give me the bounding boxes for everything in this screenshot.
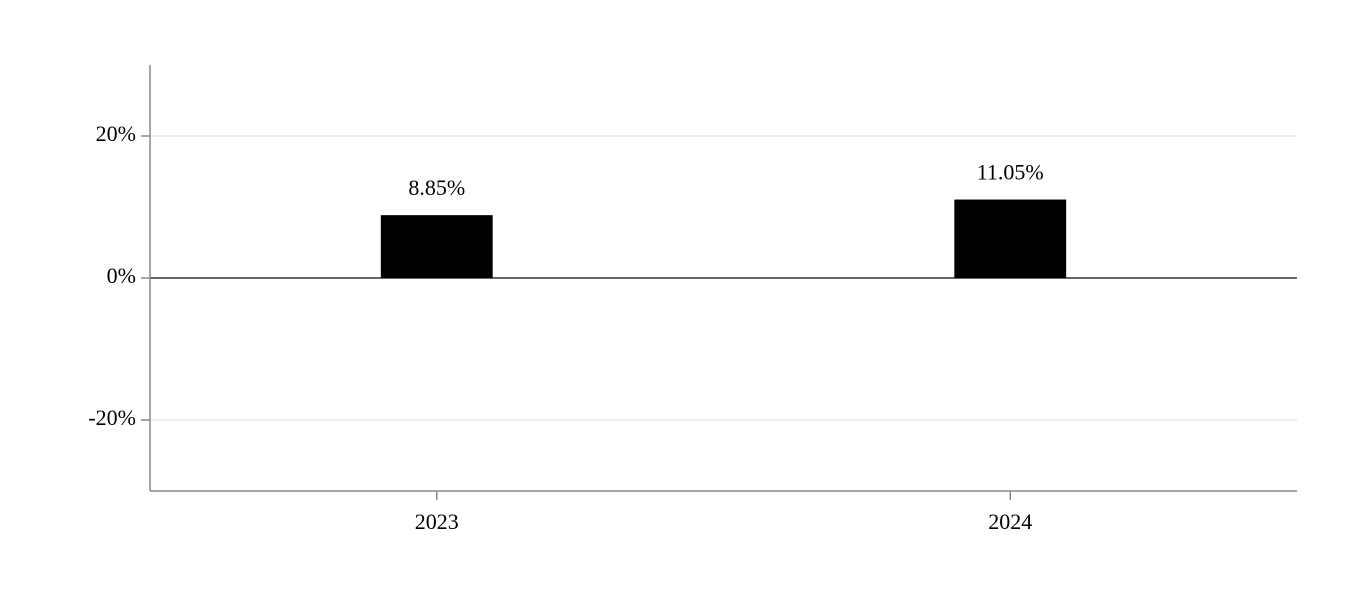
data-label: 8.85% [408,175,465,200]
y-tick-label: 20% [96,121,136,146]
x-tick-label: 2023 [415,509,459,534]
bar [380,215,493,278]
y-tick-label: -20% [88,405,136,430]
x-tick-label: 2024 [988,509,1032,534]
bar [954,199,1067,278]
data-label: 11.05% [977,160,1044,185]
y-tick-label: 0% [107,263,136,288]
